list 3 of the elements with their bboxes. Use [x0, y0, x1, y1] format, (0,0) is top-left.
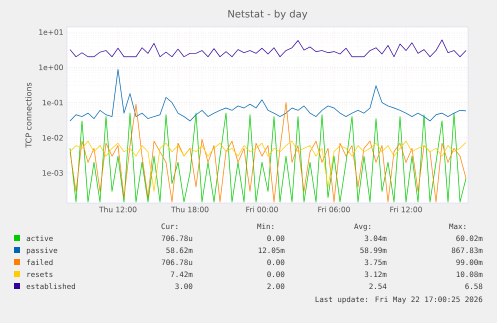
line-series	[70, 140, 466, 192]
line-series	[70, 69, 466, 122]
chart-title: Netstat - by day	[228, 10, 308, 20]
